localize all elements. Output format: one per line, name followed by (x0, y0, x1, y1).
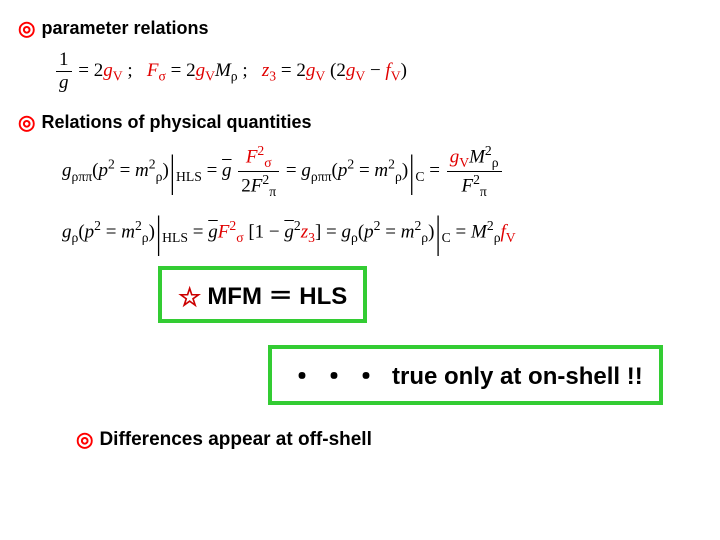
double-ring-icon: ◎ (18, 19, 35, 39)
equation-grhopipi: gρππ(p2 = m2ρ)|HLS = g F2σ 2F2π = gρππ(p… (62, 143, 702, 200)
heading-text: parameter relations (41, 18, 208, 39)
heading-text: Relations of physical quantities (41, 112, 311, 133)
heading-physical-quantities: ◎ Relations of physical quantities (18, 112, 702, 133)
equation-grho: gρ(p2 = m2ρ)|HLS = gF2σ [1 − g2z3] = gρ(… (62, 218, 702, 248)
dots-icon: ・・・ (288, 361, 384, 392)
box-mfm-text: MFM ＝ HLS (207, 283, 347, 310)
frac-den: g (59, 72, 69, 93)
box-onshell-text: true only at on-shell !! (392, 363, 643, 390)
box-onshell-row: ・・・ true only at on-shell !! (268, 345, 702, 405)
star-icon: ☆ (178, 282, 201, 312)
double-ring-icon: ◎ (76, 430, 93, 450)
heading-differences: ◎ Differences appear at off-shell (76, 429, 702, 451)
equation-parameter-relations: 1 g = 2gV ; Fσ = 2gVMρ ; z3 = 2gV (2gV −… (54, 49, 702, 94)
heading-text: Differences appear at off-shell (99, 429, 371, 451)
box-mfm-hls: ☆MFM ＝ HLS (158, 266, 367, 323)
heading-parameter-relations: ◎ parameter relations (18, 18, 702, 39)
double-ring-icon: ◎ (18, 113, 35, 133)
frac-num: 1 (56, 49, 72, 71)
box-onshell: ・・・ true only at on-shell !! (268, 345, 663, 405)
box-mfm-hls-row: ☆MFM ＝ HLS (158, 266, 702, 323)
